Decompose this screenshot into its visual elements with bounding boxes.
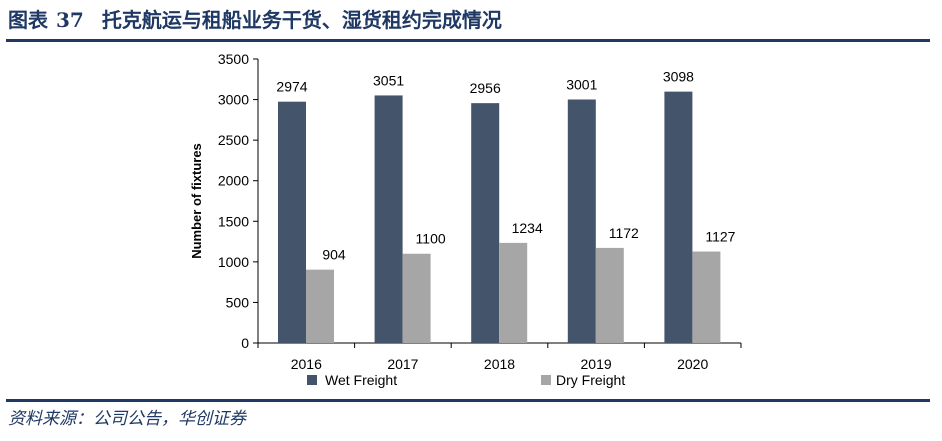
x-tick-label: 2016 [291,356,322,372]
data-labels: 2974 3051 2956 3001 3098 904 1100 1234 1172 1127 [276,69,735,263]
y-axis-title: Number of fixtures [189,143,204,259]
x-tick-label: 2020 [677,356,708,372]
data-label: 1100 [416,231,446,247]
legend-swatch [541,375,551,385]
source-note: 资料来源：公司公告，华创证券 [8,409,246,429]
bar-dry [595,247,624,343]
y-tick-label: 3500 [218,51,249,67]
figure-number: 37 [56,8,84,32]
y-tick-label: 2500 [218,132,249,148]
data-label: 3001 [566,76,597,92]
bar-dry [692,251,721,343]
x-tick-label: 2018 [484,356,515,372]
x-axis: 2016 2017 2018 2019 2020 [257,342,742,372]
data-label: 2956 [470,80,501,96]
legend-label: Wet Freight [325,372,397,388]
figure-label: 图表 [8,8,48,32]
bars [278,91,721,344]
y-axis: 0 500 1000 1500 2000 2500 3000 3500 [218,51,259,351]
bar-dry [499,242,528,343]
bar-wet [374,95,403,344]
legend-swatch [307,375,317,385]
figure-title: 图表 37 托克航运与租船业务干货、湿货租约完成情况 [8,6,502,34]
bar-dry [306,269,334,343]
bar-wet [664,91,693,343]
title-divider [6,39,930,42]
bar-wet [471,103,500,343]
bar-wet [278,101,306,343]
y-tick-label: 1500 [218,213,249,229]
data-label: 1234 [512,220,543,236]
bar-wet [567,99,596,343]
data-label: 3051 [373,72,404,88]
y-tick-label: 3000 [218,92,249,108]
y-tick-label: 0 [241,335,249,351]
data-label: 3098 [663,69,694,85]
source-divider [6,399,930,402]
figure-title-text: 托克航运与租船业务干货、湿货租约完成情况 [101,8,502,32]
x-tick-label: 2017 [387,356,418,372]
y-tick-label: 1000 [218,254,249,270]
bar-dry [402,253,431,343]
legend: Wet Freight Dry Freight [307,372,625,388]
x-tick-label: 2019 [581,356,612,372]
y-tick-label: 2000 [218,173,249,189]
data-label: 1127 [705,229,735,245]
legend-label: Dry Freight [556,372,625,388]
data-label: 904 [322,247,346,263]
y-tick-label: 500 [226,294,250,310]
data-label: 1172 [609,225,639,241]
data-label: 2974 [276,79,307,95]
